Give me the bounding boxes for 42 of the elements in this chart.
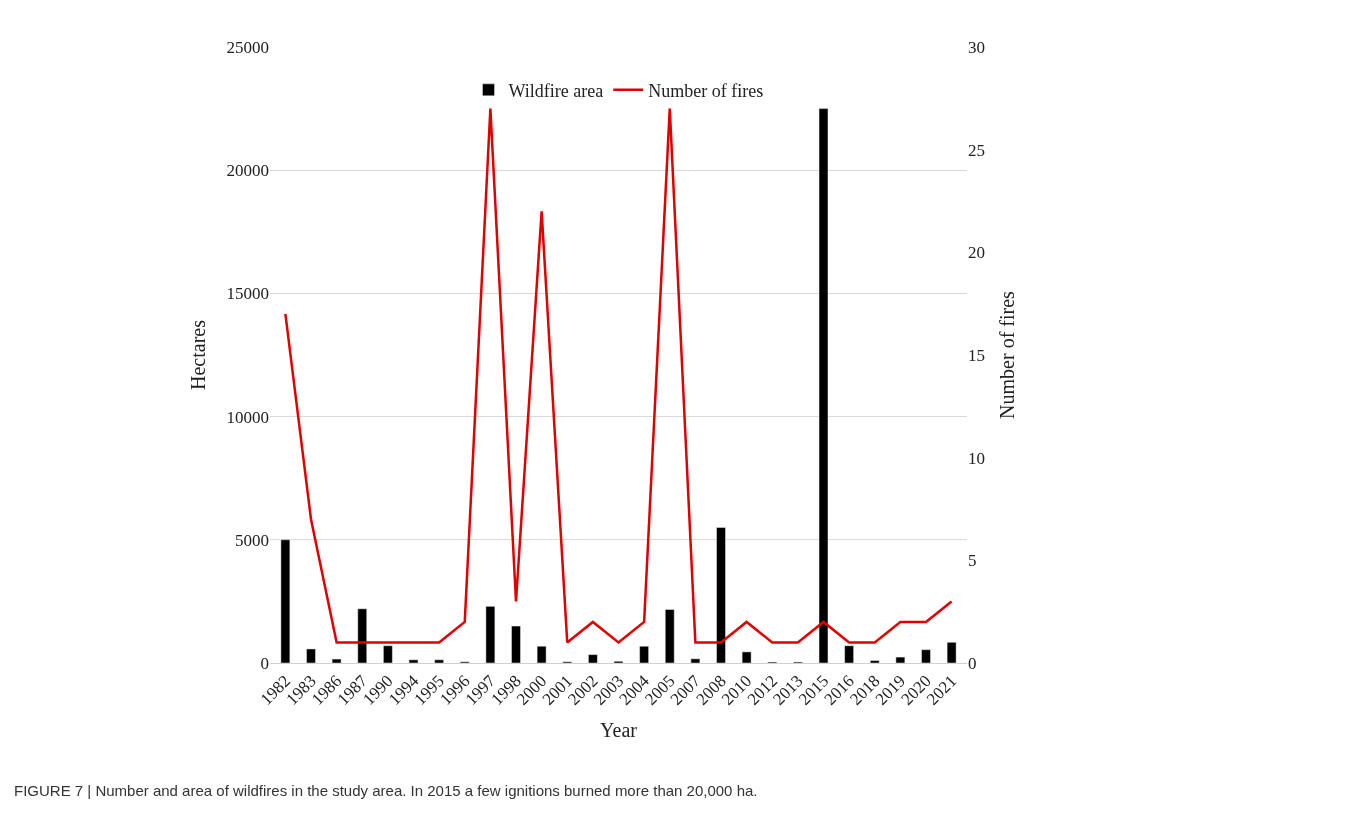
bar [716, 527, 726, 663]
y-tick-label: 20000 [226, 161, 269, 181]
bar [434, 659, 444, 663]
bar [665, 609, 675, 663]
y-tick-label: 25000 [226, 37, 269, 57]
bar [485, 606, 496, 663]
bar [536, 645, 547, 663]
bar [511, 625, 521, 663]
bar [844, 645, 854, 663]
y2-tick-label: 20 [968, 243, 985, 263]
legend-label: Number of fires [648, 80, 764, 101]
caption: FIGURE 7 | Number and area of wildfires in the study area. In 2015 a few ignitions burned more than 20,000 ha. [14, 782, 758, 799]
bar [383, 645, 393, 663]
y2-tick-label: 30 [968, 37, 985, 57]
bar [895, 656, 906, 663]
bar [921, 649, 931, 663]
y2-tick-label: 15 [968, 345, 985, 365]
y2-tick-label: 10 [968, 448, 985, 468]
bar [741, 651, 752, 663]
y-tick-label: 5000 [235, 530, 269, 550]
y2-tick-label: 0 [968, 653, 977, 673]
x-axis-title: Year [600, 719, 638, 742]
bar [639, 645, 649, 663]
legend-label: Wildfire area [508, 80, 604, 101]
y-tick-label: 0 [260, 653, 269, 673]
y2-tick-label: 25 [968, 140, 985, 160]
y-axis-title: Hectares [187, 319, 209, 390]
bar [306, 648, 316, 663]
line-series [284, 107, 953, 644]
bar [588, 654, 598, 663]
bar [946, 642, 957, 663]
y2-axis-title: Number of fires [995, 290, 1018, 419]
y-tick-label: 15000 [226, 284, 269, 304]
y-tick-label: 10000 [226, 407, 269, 427]
bar [408, 659, 419, 663]
bar [331, 658, 342, 663]
y2-tick-label: 5 [968, 551, 977, 571]
bar [280, 539, 291, 663]
bar [357, 608, 367, 663]
bar [690, 658, 701, 663]
bar [818, 108, 829, 663]
bar [870, 660, 880, 663]
